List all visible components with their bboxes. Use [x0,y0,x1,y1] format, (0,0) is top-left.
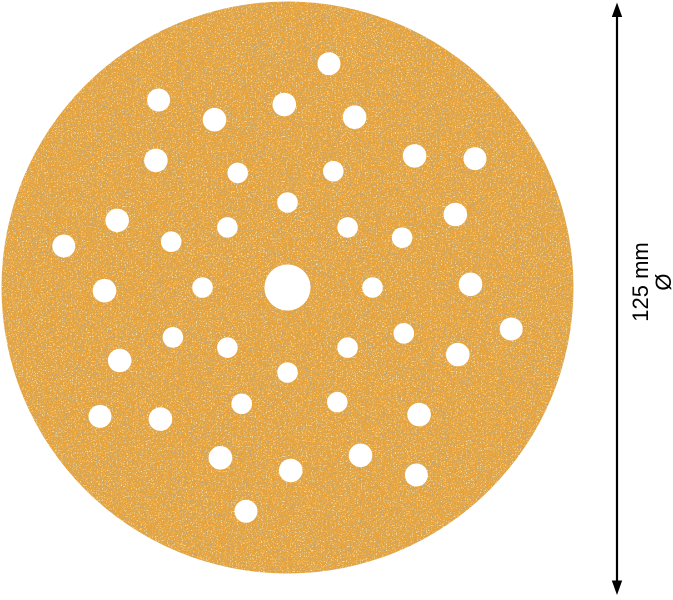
disc-hole [499,317,523,341]
disc-hole [391,227,413,248]
disc-hole [407,402,431,427]
dimension-annotation [611,2,623,595]
disc-hole [234,499,258,523]
disc-hole [147,88,171,112]
disc-hole [52,234,76,258]
disc-hole [192,277,213,298]
disc-hole [458,272,483,297]
disc-hole [402,144,427,168]
disc-hole [348,443,373,468]
disc-hole [272,92,297,117]
disc-hole [317,52,341,76]
center-hole [264,264,311,311]
disc-hole [217,337,238,358]
disc-hole [342,105,367,129]
disc-hole [446,342,470,367]
disc-hole [162,327,184,348]
disc-hole [277,362,298,383]
disc-hole [107,348,132,373]
disc-hole [217,217,238,238]
disc-hole [327,391,348,413]
disc-hole [227,162,248,184]
disc-hole [208,446,233,470]
disc-hole [160,231,182,252]
dimension-label: 125 mm Ø [628,242,673,322]
diameter-symbol: Ø [651,242,673,321]
disc-hole [277,192,298,213]
disc-hole [278,458,303,483]
disc-hole [463,147,487,171]
disc-hole [443,202,468,227]
disc-hole [231,393,252,415]
disc-hole [362,277,383,298]
disc-hole [337,337,358,358]
disc-hole [393,323,415,344]
disc-hole [148,407,173,431]
disc-hole [323,160,344,182]
dimension-arrow-bottom-icon [611,580,623,595]
disc-hole [202,107,227,132]
disc-hole [337,217,358,238]
dimension-arrow-top-icon [611,2,623,17]
diameter-value: 125 mm [628,242,653,322]
disc-hole [92,278,117,303]
disc-hole [105,208,129,233]
dust-extraction-holes [52,52,523,523]
dimension-line [615,15,619,581]
disc-hole [144,148,168,173]
disc-hole [404,463,428,487]
disc-hole [88,404,112,428]
